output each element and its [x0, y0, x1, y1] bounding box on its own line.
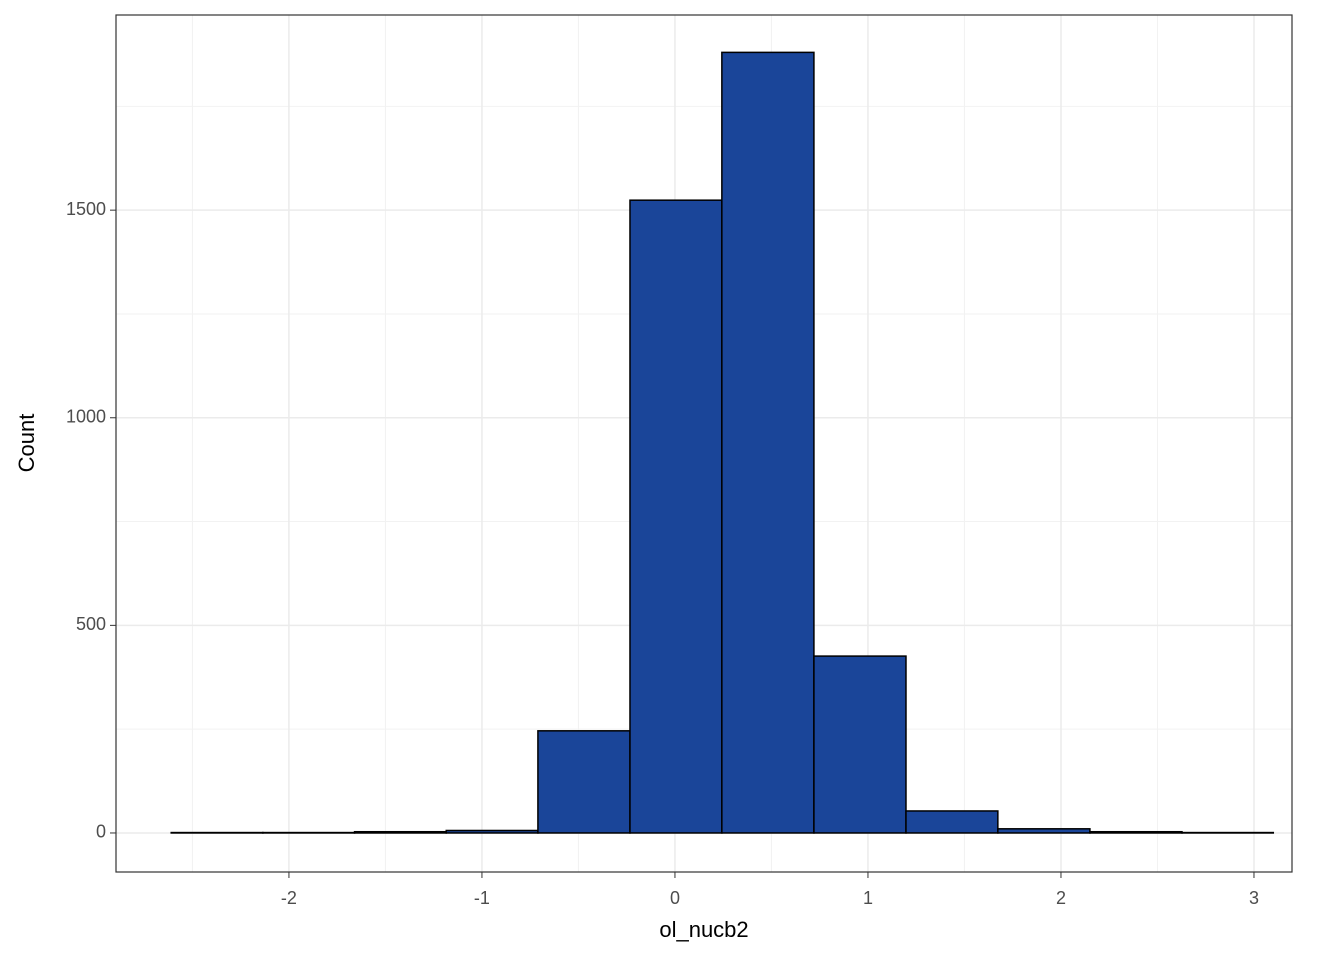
bar	[353, 830, 447, 834]
x-tick-label: -1	[474, 888, 490, 908]
bar	[629, 199, 723, 834]
x-tick-label: 3	[1249, 888, 1259, 908]
bar	[813, 655, 907, 834]
bar	[997, 828, 1091, 834]
x-tick-label: 2	[1056, 888, 1066, 908]
x-axis-title: ol_nucb2	[659, 917, 748, 942]
bar	[905, 810, 999, 834]
bar	[1089, 830, 1183, 834]
y-axis-title: Count	[14, 414, 39, 473]
bar	[445, 829, 539, 834]
y-tick-label: 500	[76, 614, 106, 634]
panel-border	[115, 14, 1293, 873]
bar	[721, 51, 815, 834]
x-tick-label: -2	[281, 888, 297, 908]
bar	[537, 730, 631, 834]
x-tick-label: 1	[863, 888, 873, 908]
x-tick-label: 0	[670, 888, 680, 908]
y-tick-label: 1000	[66, 407, 106, 427]
y-tick-label: 0	[96, 822, 106, 842]
y-tick-label: 1500	[66, 199, 106, 219]
